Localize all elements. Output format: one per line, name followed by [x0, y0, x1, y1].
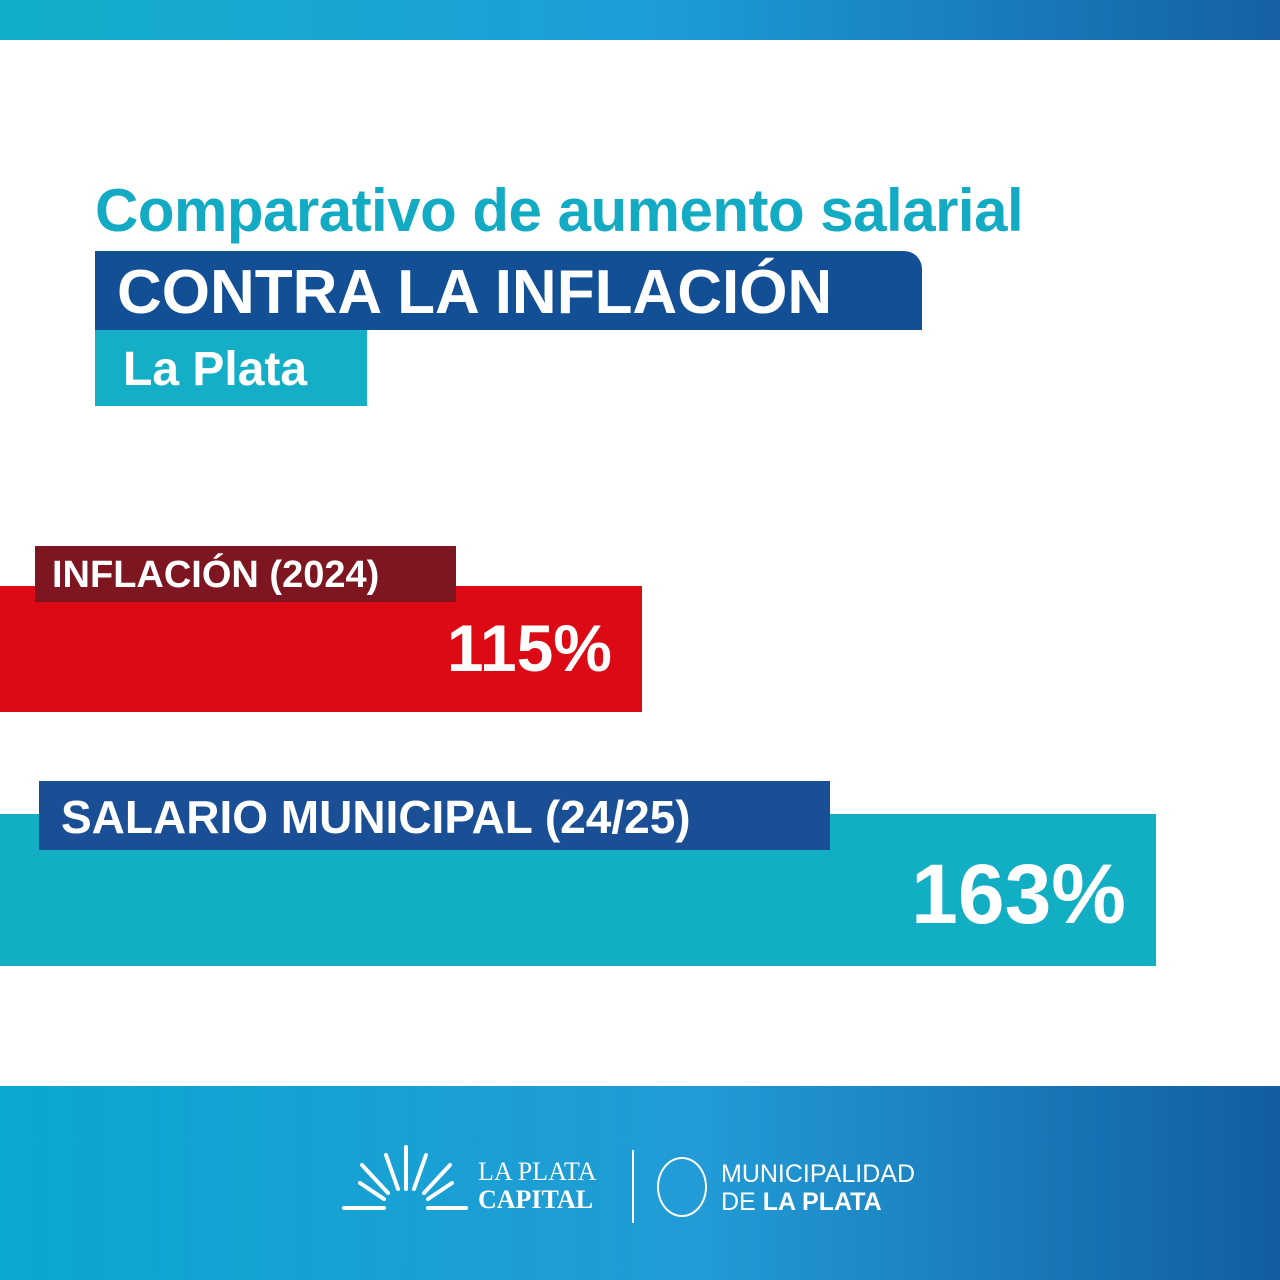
brand2-line1: MUNICIPALIDAD [721, 1160, 916, 1188]
logo-divider [632, 1150, 634, 1223]
subtitle-banner: CONTRA LA INFLACIÓN [95, 251, 922, 330]
brand2-de: DE [721, 1188, 763, 1216]
brand1-line2: CAPITAL [478, 1185, 594, 1214]
brand1-line1: LA PLATA [478, 1157, 597, 1186]
brand2-la-plata: LA PLATA [762, 1188, 882, 1216]
city-seal-icon [657, 1157, 707, 1217]
page-title: Comparativo de aumento salarial [95, 177, 1024, 244]
footer [0, 1086, 1280, 1280]
bar-inflation: 115% [0, 586, 642, 712]
value-label-inflation: 115% [446, 611, 612, 685]
location-banner: La Plata [95, 330, 367, 406]
municipalidad-logo: MUNICIPALIDAD DE LA PLATA [721, 1160, 915, 1216]
category-label-salary: SALARIO MUNICIPAL (24/25) [39, 781, 830, 850]
la-plata-capital-logo: LA PLATA CAPITAL [478, 1158, 597, 1214]
category-label-inflation: INFLACIÓN (2024) [35, 546, 456, 602]
sun-rays-logo-icon [342, 1145, 468, 1210]
value-label-salary: 163% [911, 847, 1126, 941]
top-gradient-strip [0, 0, 1280, 40]
brand2-line2: DE LA PLATA [721, 1188, 915, 1216]
